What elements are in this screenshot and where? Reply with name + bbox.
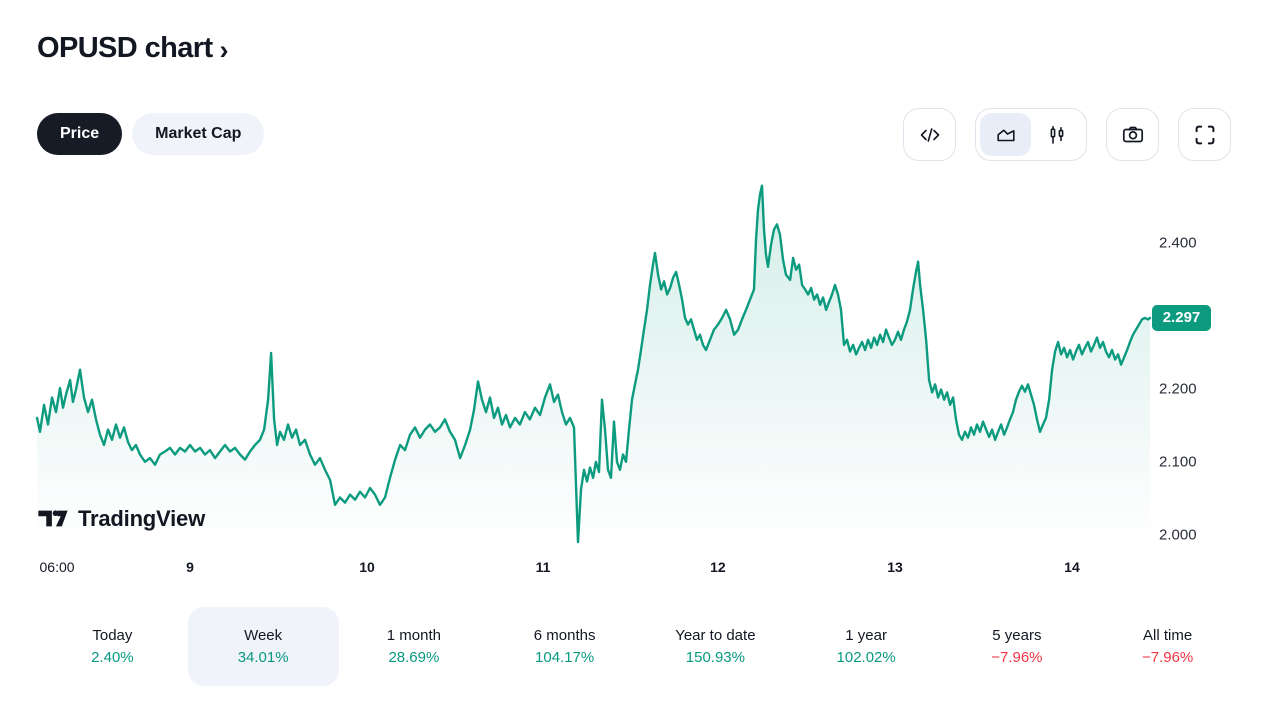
fullscreen-button[interactable] [1178,108,1231,161]
code-icon [920,127,939,142]
range-stat-value: −7.96% [991,649,1043,666]
time-axis-label: 12 [710,559,726,575]
range-stat-1-month[interactable]: 1 month 28.69% [339,607,490,686]
price-line [35,184,1152,544]
price-toggle-button[interactable]: Price [37,113,123,155]
time-axis-label: 10 [359,559,375,575]
range-stat-value: 102.02% [836,649,896,666]
price-axis-label: 2.200 [1159,380,1197,398]
price-axis-label: 2.400 [1159,234,1197,252]
time-axis-label: 06:00 [39,559,75,575]
range-stat-value: −7.96% [1141,649,1194,666]
range-stat-label: 1 month [386,627,441,644]
range-stat-value: 34.01% [237,649,289,666]
range-stat-label: 1 year [845,627,887,644]
range-stat-today[interactable]: Today 2.40% [37,607,188,686]
candles-chart-type-button[interactable] [1031,113,1082,156]
page-title: OPUSD chart [37,32,213,64]
price-marketcap-toggle: Price Market Cap [37,113,265,155]
area-chart-icon [996,129,1015,141]
tradingview-logo-text: TradingView [78,505,205,531]
range-stat-value: 104.17% [535,649,595,666]
candles-icon [1050,125,1063,144]
market-cap-toggle-button[interactable]: Market Cap [132,113,265,155]
range-stat-label: Week [244,627,283,644]
range-stat-5-years[interactable]: 5 years −7.96% [942,607,1093,686]
camera-icon [1122,126,1143,142]
area-chart-type-button[interactable] [980,113,1031,156]
chart-title-link[interactable]: OPUSD chart › [37,32,229,65]
price-axis-label: 2.000 [1159,526,1197,544]
range-stat-value: 150.93% [685,649,745,666]
area-fill [37,185,1150,545]
snapshot-button[interactable] [1106,108,1159,161]
tradingview-logo[interactable]: TradingView [37,505,205,532]
range-stat-value: 2.40% [91,649,134,666]
range-stat-label: Year to date [675,627,756,644]
range-stat-label: Today [92,627,133,644]
chevron-right-icon: › [219,34,229,65]
range-stat-6-months[interactable]: 6 months 104.17% [489,607,640,686]
last-price-badge: 2.297 [1152,304,1211,331]
time-axis-label: 9 [186,559,194,575]
time-axis-label: 11 [535,559,551,575]
time-axis-label: 13 [887,559,903,575]
range-stat-label: All time [1143,627,1193,644]
range-stat-week[interactable]: Week 34.01% [187,607,339,686]
range-stat-label: 6 months [533,627,596,644]
price-axis-label: 2.100 [1159,453,1197,471]
range-stat-value: 28.69% [388,649,440,666]
range-stats-row: Today 2.40% Week 34.01% 1 month 28.69% 6 month… [37,607,1243,686]
range-stat-all-time[interactable]: All time −7.96% [1092,607,1243,686]
time-axis-label: 14 [1064,559,1080,575]
chart-type-switcher [975,108,1087,161]
tradingview-logo-icon [38,510,68,527]
range-stat-1-year[interactable]: 1 year 102.02% [791,607,942,686]
fullscreen-icon [1195,125,1214,144]
embed-code-button[interactable] [903,108,956,161]
chart-toolbar [903,108,1231,161]
range-stat-year-to-date[interactable]: Year to date 150.93% [640,607,791,686]
range-stat-label: 5 years [992,627,1042,644]
